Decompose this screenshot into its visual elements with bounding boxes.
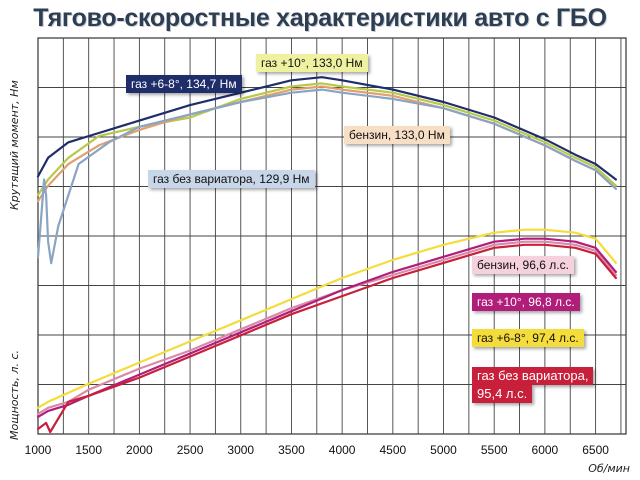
x-tick-label: 4500 [379, 443, 406, 457]
x-tick-label: 3500 [278, 443, 305, 457]
x-tick-label: 5000 [430, 443, 457, 457]
y-axis-label-torque: Крутящий момент, Нм [8, 80, 21, 210]
x-axis-label: Об/мин [588, 462, 630, 475]
x-tick-label: 5500 [481, 443, 508, 457]
chart-title: Тягово-скоростные характеристики авто с … [33, 4, 607, 32]
power-series-line [36, 243, 618, 434]
x-tick-label: 3000 [227, 443, 254, 457]
label-torque-gas-6-8: газ +6-8°, 134,7 Нм [126, 75, 242, 93]
x-tick-label: 1000 [25, 443, 52, 457]
torque-series-line [36, 88, 618, 265]
x-tick-label: 6000 [532, 443, 559, 457]
torque-series-line [36, 76, 618, 181]
x-tick-label: 6500 [582, 443, 609, 457]
label-power-gas-no-variator-2: 95,4 л.с. [472, 385, 533, 403]
torque-series-line [36, 82, 618, 197]
label-power-gas-no-variator-1: газ без вариатора, [472, 367, 594, 385]
x-tick-label: 1500 [75, 443, 102, 457]
x-tick-label: 4000 [329, 443, 356, 457]
label-power-gas-6-8: газ +6-8°, 97,4 л.с. [472, 329, 584, 347]
label-torque-gas-no-variator: газ без вариатора, 129,9 Нм [148, 170, 315, 188]
x-tick-label: 2500 [177, 443, 204, 457]
y-axis-label-power: Мощность, л. с. [8, 349, 21, 440]
power-series-line [36, 228, 618, 409]
label-torque-petrol: бензин, 133,0 Нм [344, 126, 450, 144]
x-tick-label: 2000 [126, 443, 153, 457]
label-power-petrol: бензин, 96,6 л.с. [472, 256, 574, 274]
label-power-gas-10: газ +10°, 96,8 л.с. [472, 293, 580, 311]
label-torque-gas-10: газ +10°, 133,0 Нм [256, 54, 368, 72]
